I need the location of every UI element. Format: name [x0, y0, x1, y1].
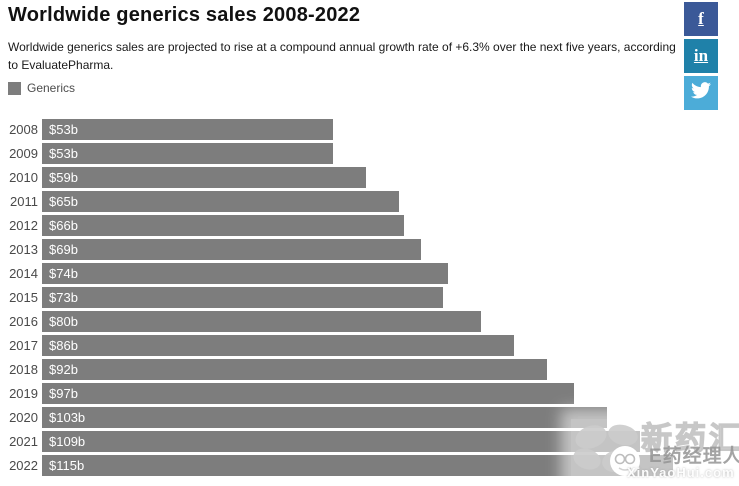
facebook-icon: f [698, 9, 704, 28]
chart-subtitle: Worldwide generics sales are projected t… [8, 40, 676, 72]
bar-track: $69b [42, 238, 739, 260]
category-label: 2017 [9, 337, 38, 353]
bar-row-2013: 2013 $69b [0, 237, 739, 261]
watermark-domain: XinYaoHui.com [627, 465, 735, 480]
bar-row-2011: 2011 $65b [0, 189, 739, 213]
bar-row-2010: 2010 $59b [0, 165, 739, 189]
bar-2011[interactable]: $65b [42, 190, 399, 212]
watermark-brand-small: E药经理人 [649, 446, 739, 467]
bar-row-2012: 2012 $66b [0, 213, 739, 237]
linkedin-icon: in [693, 46, 709, 65]
bar-track: $97b [42, 382, 739, 404]
page-title: Worldwide generics sales 2008-2022 [8, 4, 361, 26]
value-label: $53b [49, 145, 78, 161]
value-label: $80b [49, 313, 78, 329]
bar-2009[interactable]: $53b [42, 142, 333, 164]
bar-track: $66b [42, 214, 739, 236]
value-label: $73b [49, 289, 78, 305]
category-label: 2010 [9, 169, 38, 185]
category-label: 2022 [9, 457, 38, 473]
watermark-brand-large: 新药汇 [640, 420, 739, 456]
bar-track: $92b [42, 358, 739, 380]
bar-row-2009: 2009 $53b [0, 141, 739, 165]
value-label: $103b [49, 409, 86, 425]
category-label: 2020 [9, 409, 38, 425]
value-label: $66b [49, 217, 78, 233]
bar-row-2019: 2019 $97b [0, 381, 739, 405]
bar-2010[interactable]: $59b [42, 166, 366, 188]
bar-2016[interactable]: $80b [42, 310, 482, 332]
value-label: $53b [49, 121, 78, 137]
category-label: 2009 [9, 145, 38, 161]
bar-track: $73b [42, 286, 739, 308]
social-share-bar: f in [684, 2, 718, 110]
category-label: 2018 [9, 361, 38, 377]
bar-2018[interactable]: $92b [42, 358, 547, 380]
bar-track: $115b [42, 454, 739, 476]
bar-row-2014: 2014 $74b [0, 261, 739, 285]
bar-track: $53b [42, 118, 739, 140]
bar-2021[interactable]: $109b [42, 430, 641, 452]
legend-swatch [8, 81, 21, 95]
value-label: $65b [49, 193, 78, 209]
bar-row-2015: 2015 $73b [0, 285, 739, 309]
bar-track: $59b [42, 166, 739, 188]
bar-2012[interactable]: $66b [42, 214, 405, 236]
category-label: 2013 [9, 241, 38, 257]
legend[interactable]: Generics [8, 81, 75, 95]
category-label: 2014 [9, 265, 38, 281]
value-label: $92b [49, 361, 78, 377]
bar-track: $53b [42, 142, 739, 164]
bar-track: $109b [42, 430, 739, 452]
value-label: $69b [49, 241, 78, 257]
value-label: $109b [49, 433, 86, 449]
value-label: $74b [49, 265, 78, 281]
watermark: 新药汇 E药经理人 XinYaoHui.com [571, 419, 739, 483]
category-label: 2021 [9, 433, 38, 449]
bar-row-2008: 2008 $53b [0, 117, 739, 141]
bar-track: $74b [42, 262, 739, 284]
value-label: $86b [49, 337, 78, 353]
bar-row-2017: 2017 $86b [0, 333, 739, 357]
watermark-flower-logo-icon [573, 423, 643, 484]
category-label: 2011 [10, 193, 38, 209]
linkedin-share-button[interactable]: in [684, 39, 718, 73]
value-label: $97b [49, 385, 78, 401]
category-label: 2008 [9, 121, 38, 137]
twitter-bird-icon [691, 82, 711, 104]
category-label: 2015 [9, 289, 38, 305]
bar-row-2021: 2021 $109b [0, 429, 739, 453]
bar-2008[interactable]: $53b [42, 118, 333, 140]
legend-label: Generics [27, 81, 76, 95]
category-label: 2012 [9, 217, 38, 233]
bar-track: $80b [42, 310, 739, 332]
bar-2014[interactable]: $74b [42, 262, 449, 284]
value-label: $59b [49, 169, 78, 185]
category-label: 2019 [9, 385, 38, 401]
bar-track: $103b [42, 406, 739, 428]
bar-track: $86b [42, 334, 739, 356]
bar-2017[interactable]: $86b [42, 334, 514, 356]
bar-chart: 2008 $53b 2009 $53b 2010 $59b 2011 $65b 2012 $66b… [0, 117, 739, 477]
bar-row-2022: 2022 $115b [0, 453, 739, 477]
value-label: $115b [49, 457, 85, 473]
twitter-share-button[interactable] [684, 76, 718, 110]
facebook-share-button[interactable]: f [684, 2, 718, 36]
bar-2022[interactable]: $115b [42, 454, 674, 476]
bar-2020[interactable]: $103b [42, 406, 608, 428]
bar-2019[interactable]: $97b [42, 382, 575, 404]
bar-row-2016: 2016 $80b [0, 309, 739, 333]
bar-row-2018: 2018 $92b [0, 357, 739, 381]
bar-2013[interactable]: $69b [42, 238, 421, 260]
bar-track: $65b [42, 190, 739, 212]
category-label: 2016 [9, 313, 38, 329]
bar-2015[interactable]: $73b [42, 286, 443, 308]
bar-row-2020: 2020 $103b [0, 405, 739, 429]
